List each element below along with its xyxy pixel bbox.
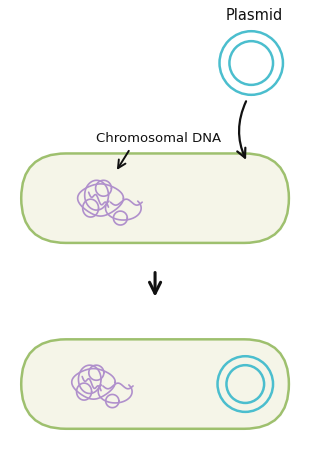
Text: Chromosomal DNA: Chromosomal DNA (96, 132, 221, 145)
Text: Plasmid: Plasmid (226, 8, 283, 23)
FancyBboxPatch shape (21, 153, 289, 243)
FancyBboxPatch shape (21, 339, 289, 429)
